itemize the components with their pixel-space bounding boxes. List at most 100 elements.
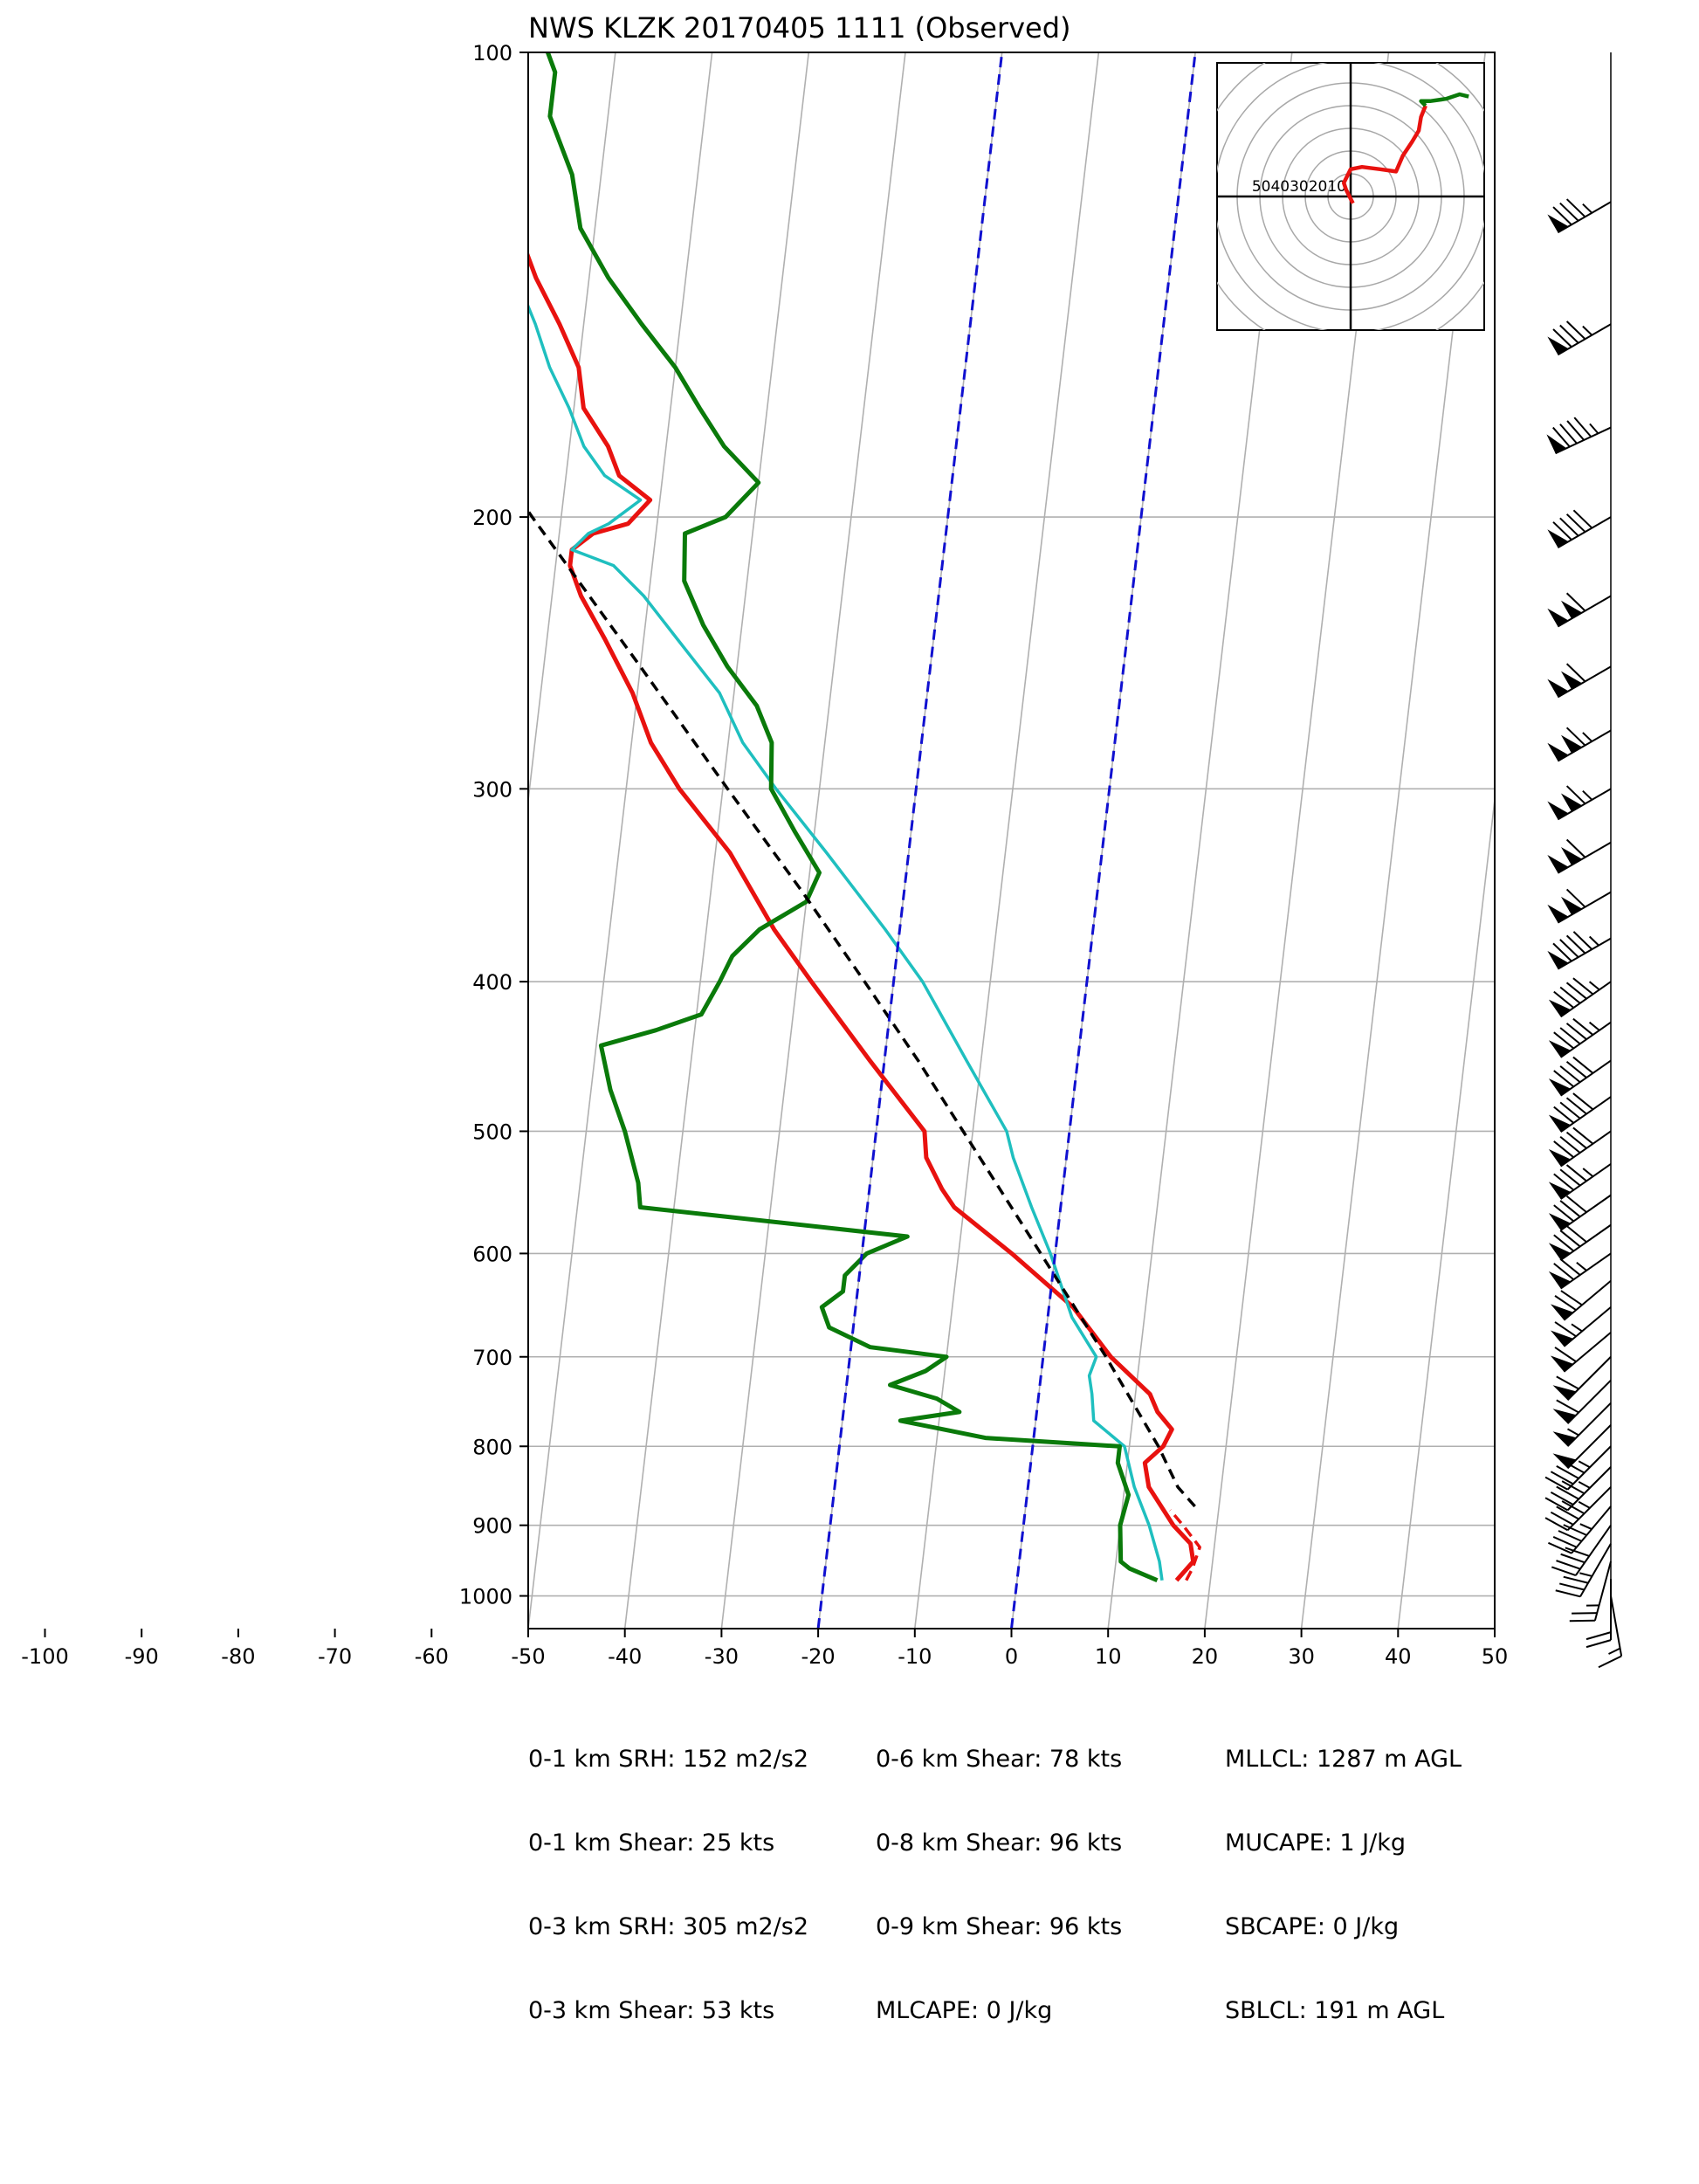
- wind-barb-full: [1556, 1560, 1581, 1570]
- wind-barb-flag: [1548, 1213, 1572, 1230]
- wind-barb-full: [1565, 1060, 1587, 1078]
- wind-barb: [1547, 838, 1612, 874]
- wind-barb-flag: [1548, 1114, 1572, 1133]
- wind-barb-full: [1553, 1263, 1575, 1281]
- wind-barb-full: [1565, 1547, 1590, 1557]
- wind-barb-flag: [1547, 679, 1569, 698]
- wind-barb-full: [1572, 1092, 1594, 1111]
- wind-barb-full: [1553, 1140, 1575, 1159]
- hodograph: 5040302010: [1216, 62, 1485, 331]
- series-temperature-parcel-dashed-line: [1169, 1509, 1201, 1581]
- wind-barb-flag: [1548, 999, 1572, 1017]
- stat-line: 0-1 km SRH: 152 m2/s2: [528, 1746, 809, 1773]
- wind-barb-half: [1608, 1647, 1621, 1655]
- wind-barb-flag: [1552, 1431, 1577, 1447]
- stat-line: MUCAPE: 1 J/kg: [1225, 1829, 1406, 1857]
- wind-barb-full: [1565, 663, 1586, 683]
- wind-barb-full: [1559, 1257, 1581, 1276]
- wind-barb-full: [1565, 1097, 1587, 1115]
- wind-barb-half: [1588, 981, 1600, 991]
- y-tick-label: 400: [472, 970, 512, 995]
- wind-barb-full: [1560, 1553, 1586, 1564]
- wind-barb-full: [1558, 1530, 1582, 1542]
- wind-barb: [1547, 888, 1612, 924]
- wind-barb-full: [1552, 206, 1572, 226]
- wind-barb-flag: [1547, 801, 1569, 820]
- x-tick-label: -20: [801, 1644, 835, 1669]
- wind-barb-half: [1582, 325, 1593, 336]
- wind-barb: [1552, 1402, 1612, 1447]
- wind-barb: [1548, 1126, 1612, 1168]
- wind-barb-full: [1559, 1168, 1581, 1187]
- wind-barb-full: [1565, 198, 1586, 218]
- wind-barb-staff: [1566, 1424, 1612, 1470]
- x-axis: -100 -90 -80 -70 -60 -50 -40 -30 -20 -10 0 10 20 30 40…: [21, 1629, 1508, 1669]
- wind-barb: [1552, 1424, 1612, 1470]
- wind-barb-half: [1582, 203, 1593, 214]
- isotherm-gridline: [1494, 1622, 1495, 1629]
- wind-barb: [1544, 1466, 1612, 1512]
- wind-barb-half: [1582, 1168, 1594, 1178]
- wind-barb-flag: [1547, 529, 1569, 548]
- wind-barb-staff: [1575, 1525, 1612, 1576]
- wind-barb-full: [1556, 1465, 1579, 1479]
- wind-barb-full: [1553, 1234, 1575, 1252]
- wind-barb-full: [1572, 509, 1593, 529]
- wind-barb: [1598, 1595, 1623, 1669]
- wind-barb-flag: [1547, 904, 1569, 923]
- hodograph-trace-high: [1419, 92, 1469, 107]
- isotherm-gridline: [528, 52, 713, 1629]
- hodograph-ring-labels: 5040302010: [1252, 178, 1346, 196]
- isotherm-gridline: [141, 52, 326, 1629]
- wind-barb: [1547, 592, 1612, 628]
- wind-barb: [1586, 1579, 1612, 1649]
- wind-barb-half: [1571, 1323, 1583, 1333]
- wind-barb-full: [1565, 838, 1586, 858]
- wind-barb-full: [1565, 1164, 1587, 1182]
- y-tick-label: 300: [472, 777, 512, 802]
- wind-barb-full: [1559, 424, 1578, 444]
- wind-barb-full: [1553, 1173, 1575, 1191]
- stats-column-deep-shear: 0-6 km Shear: 78 kts 0-8 km Shear: 96 kt…: [876, 1690, 1122, 2053]
- x-tick-label: -60: [415, 1644, 449, 1669]
- y-tick-label: 500: [472, 1120, 512, 1144]
- wind-barb: [1544, 1486, 1612, 1532]
- x-tick-label: -10: [898, 1644, 932, 1669]
- stat-line: 0-6 km Shear: 78 kts: [876, 1746, 1123, 1773]
- wind-barb-full: [1563, 1575, 1589, 1584]
- wind-barb-full: [1561, 1500, 1586, 1515]
- stat-line: 0-9 km Shear: 96 kts: [876, 1913, 1123, 1940]
- stats-column-cape-lcl: MLLCL: 1287 m AGL MUCAPE: 1 J/kg SBCAPE:…: [1225, 1690, 1462, 2053]
- wind-barb-full: [1565, 982, 1587, 1000]
- wind-barb-full: [1560, 1290, 1583, 1306]
- wind-barb-half: [1589, 423, 1599, 434]
- wind-barb-full: [1552, 328, 1572, 348]
- wind-barb-flag: [1547, 950, 1569, 969]
- wind-barb-staff: [1579, 1543, 1612, 1597]
- series: [528, 52, 1201, 1629]
- wind-barb: [1544, 1445, 1612, 1491]
- wind-barb: [1548, 1252, 1612, 1290]
- wind-barb-flag: [1550, 1355, 1574, 1372]
- y-tick-label: 1000: [459, 1585, 512, 1609]
- x-tick-label: 30: [1288, 1644, 1315, 1669]
- wind-barb-flag: [1550, 1304, 1574, 1320]
- wind-barb-half: [1582, 789, 1593, 801]
- wind-barb-full: [1598, 1655, 1622, 1669]
- wind-barb-full: [1559, 1582, 1585, 1591]
- wind-barb: [1550, 1332, 1612, 1373]
- wind-barb-full: [1559, 202, 1579, 222]
- isotherm-gridline: [0, 52, 36, 1629]
- wind-barb-full: [1552, 521, 1572, 541]
- x-tick-label: -80: [221, 1644, 255, 1669]
- wind-barb-full: [1565, 1023, 1587, 1040]
- wind-barb: [1551, 1525, 1612, 1576]
- wind-barb: [1552, 1379, 1612, 1424]
- series-dewpoint-line: [546, 52, 1159, 1583]
- wind-barb-full: [1553, 1031, 1575, 1050]
- stats-column-shear-srh: 0-1 km SRH: 152 m2/s2 0-1 km Shear: 25 k…: [528, 1690, 808, 2053]
- x-tick-label: -30: [705, 1644, 739, 1669]
- wind-barb-half: [1579, 1523, 1592, 1531]
- wind-barb-flag: [1552, 1453, 1577, 1469]
- wind-barb-full: [1572, 977, 1594, 996]
